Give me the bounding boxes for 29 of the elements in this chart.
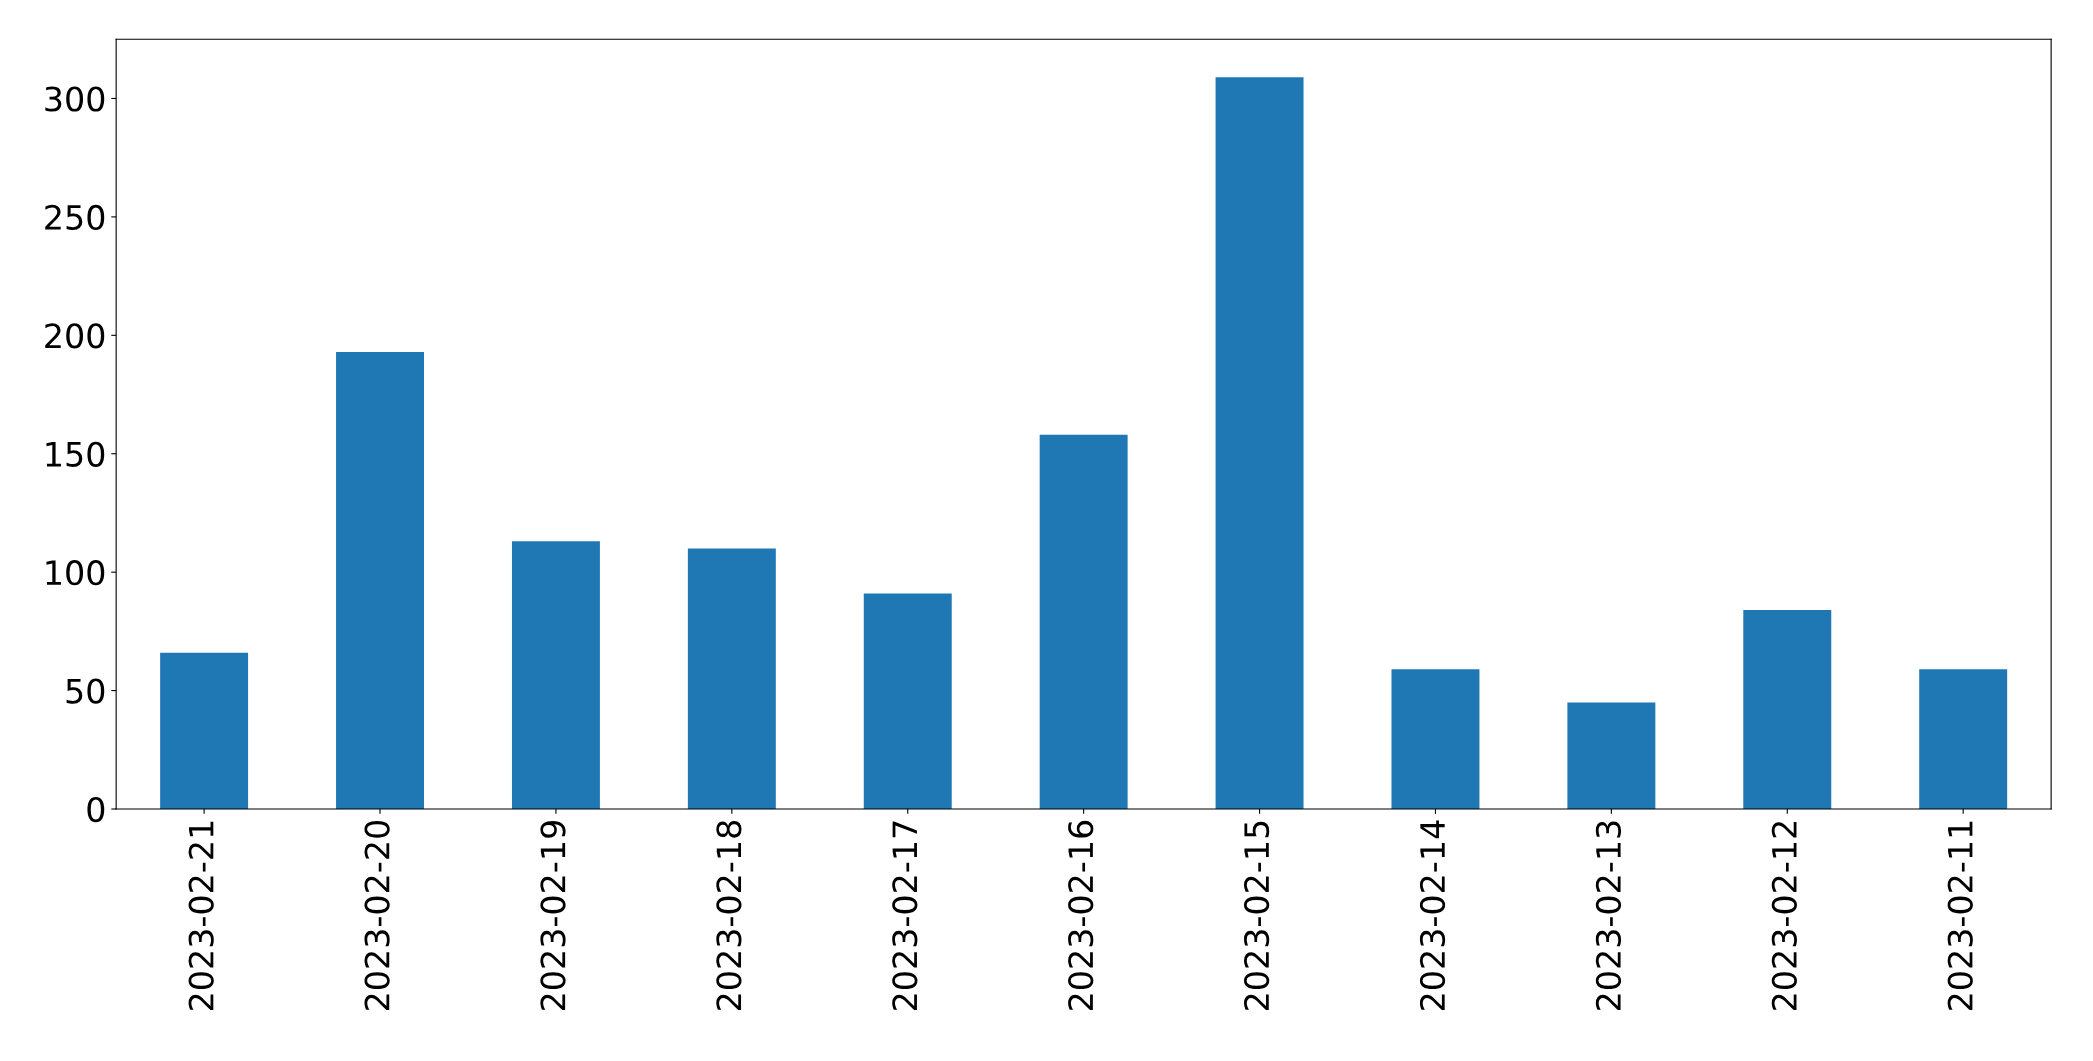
- bar: [1919, 669, 2008, 810]
- y-tick-label: 100: [46, 560, 105, 586]
- y-tick-label: 50: [66, 678, 105, 704]
- bar: [1743, 610, 1832, 810]
- x-tick-label: 2023-02-21: [188, 821, 214, 1011]
- bar: [511, 541, 600, 810]
- bar: [336, 351, 424, 810]
- x-tick-label: 2023-02-17: [892, 821, 918, 1011]
- bar: [160, 652, 249, 810]
- bar: [687, 548, 776, 810]
- bar: [1039, 434, 1128, 810]
- bar: [863, 593, 952, 810]
- x-tick-label: 2023-02-19: [540, 821, 566, 1011]
- bar: [1567, 702, 1656, 810]
- y-tick-label: 300: [45, 86, 105, 112]
- y-tick-label: 200: [45, 323, 105, 349]
- x-tick-label: 2023-02-18: [716, 821, 742, 1011]
- bar: [1391, 669, 1480, 810]
- y-tick-label: 250: [45, 204, 105, 231]
- y-tick-label: 150: [46, 441, 105, 467]
- x-tick-label: 2023-02-16: [1068, 820, 1094, 1011]
- x-tick-label: 2023-02-14: [1419, 820, 1446, 1011]
- x-tick-label: 2023-02-15: [1244, 821, 1270, 1011]
- x-tick-label: 2023-02-11: [1947, 821, 1973, 1011]
- x-tick-label: 2023-02-12: [1771, 822, 1797, 1011]
- x-tick-label: 2023-02-20: [364, 820, 390, 1011]
- x-tick-label: 2023-02-13: [1595, 821, 1622, 1011]
- bar: [1215, 77, 1304, 810]
- y-tick-label: 0: [87, 796, 105, 823]
